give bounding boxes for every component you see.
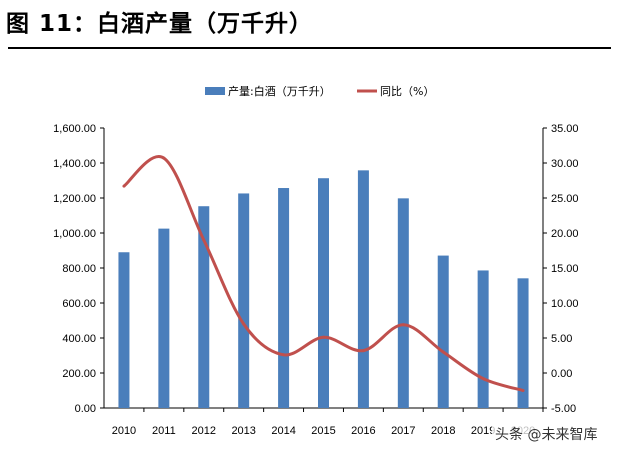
axes: 0.00 200.00 400.00 600.00 800.00 1,000.00 1,20… xyxy=(53,123,578,415)
yoy-point-2014 xyxy=(282,353,286,357)
left-tick-label: 800.00 xyxy=(62,263,96,275)
yoy-point-2018 xyxy=(441,350,445,354)
yoy-point-2012 xyxy=(202,238,206,242)
x-tick-label-2017: 2017 xyxy=(391,425,415,437)
x-tick-label-2010: 2010 xyxy=(112,425,136,437)
right-tick-label: 15.00 xyxy=(551,263,579,275)
bar-2013 xyxy=(238,193,250,408)
x-tick-label-2015: 2015 xyxy=(311,425,335,437)
right-tick-label: 30.00 xyxy=(551,158,579,170)
bar-2015 xyxy=(318,178,329,408)
bar-2019 xyxy=(477,270,489,408)
right-tick-label: 5.00 xyxy=(551,333,572,345)
bar-series xyxy=(118,170,529,408)
x-tick-label-2014: 2014 xyxy=(271,425,295,437)
bar-2012 xyxy=(198,206,210,408)
bar-2017 xyxy=(397,198,409,408)
x-tick-label-2019: 2019 xyxy=(471,425,495,437)
yoy-point-2017 xyxy=(401,323,405,327)
right-tick-label: 0.00 xyxy=(551,368,572,380)
right-tick-label: 20.00 xyxy=(551,228,579,240)
x-tick-labels: 2010 2011 2012 2013 2014 2015 2016 2017 2018 2019… xyxy=(112,408,544,437)
bar-2011 xyxy=(158,228,170,408)
right-tick-label: 25.00 xyxy=(551,193,579,205)
left-tick-label: 600.00 xyxy=(62,298,96,310)
figure-title: 图 11：白酒产量（万千升） xyxy=(6,11,314,37)
right-tick-label: 35.00 xyxy=(551,123,579,135)
x-tick-label-2012: 2012 xyxy=(192,425,216,437)
bar-2020 xyxy=(517,278,529,408)
left-tick-label: 400.00 xyxy=(62,333,96,345)
yoy-point-2020 xyxy=(521,389,525,392)
bar-2010 xyxy=(118,252,130,408)
yoy-line xyxy=(122,155,524,392)
yoy-point-2013 xyxy=(242,322,246,326)
legend-label-bar: 产量:白酒（万千升） xyxy=(228,84,331,98)
left-tick-label: 1,000.00 xyxy=(53,228,96,240)
line-series xyxy=(122,155,525,392)
left-tick-label: 1,600.00 xyxy=(53,123,96,135)
yoy-point-2015 xyxy=(322,335,325,339)
x-tick-label-2016: 2016 xyxy=(351,425,375,437)
yoy-point-2016 xyxy=(361,349,365,353)
watermark: 头条 @未来智库 xyxy=(492,423,601,445)
yoy-point-2019 xyxy=(481,377,485,381)
bar-2014 xyxy=(278,188,290,408)
bar-2018 xyxy=(437,255,449,408)
x-tick-label-2013: 2013 xyxy=(231,425,255,437)
left-tick-label: 1,400.00 xyxy=(53,158,96,170)
left-tick-label: 0.00 xyxy=(75,403,96,415)
yoy-point-2011 xyxy=(162,156,166,160)
x-tick-label-2011: 2011 xyxy=(152,425,176,437)
left-tick-label: 200.00 xyxy=(62,368,96,380)
legend-swatch-bar xyxy=(205,87,225,95)
legend: 产量:白酒（万千升） 同比（%） xyxy=(205,84,434,98)
left-tick-label: 1,200.00 xyxy=(53,193,96,205)
right-tick-label: 10.00 xyxy=(551,298,579,310)
x-tick-label-2018: 2018 xyxy=(431,425,455,437)
right-tick-label: -5.00 xyxy=(551,403,576,415)
legend-label-line: 同比（%） xyxy=(380,85,434,98)
bar-2016 xyxy=(357,170,369,408)
title-divider xyxy=(8,47,611,49)
yoy-point-2010 xyxy=(122,184,126,188)
